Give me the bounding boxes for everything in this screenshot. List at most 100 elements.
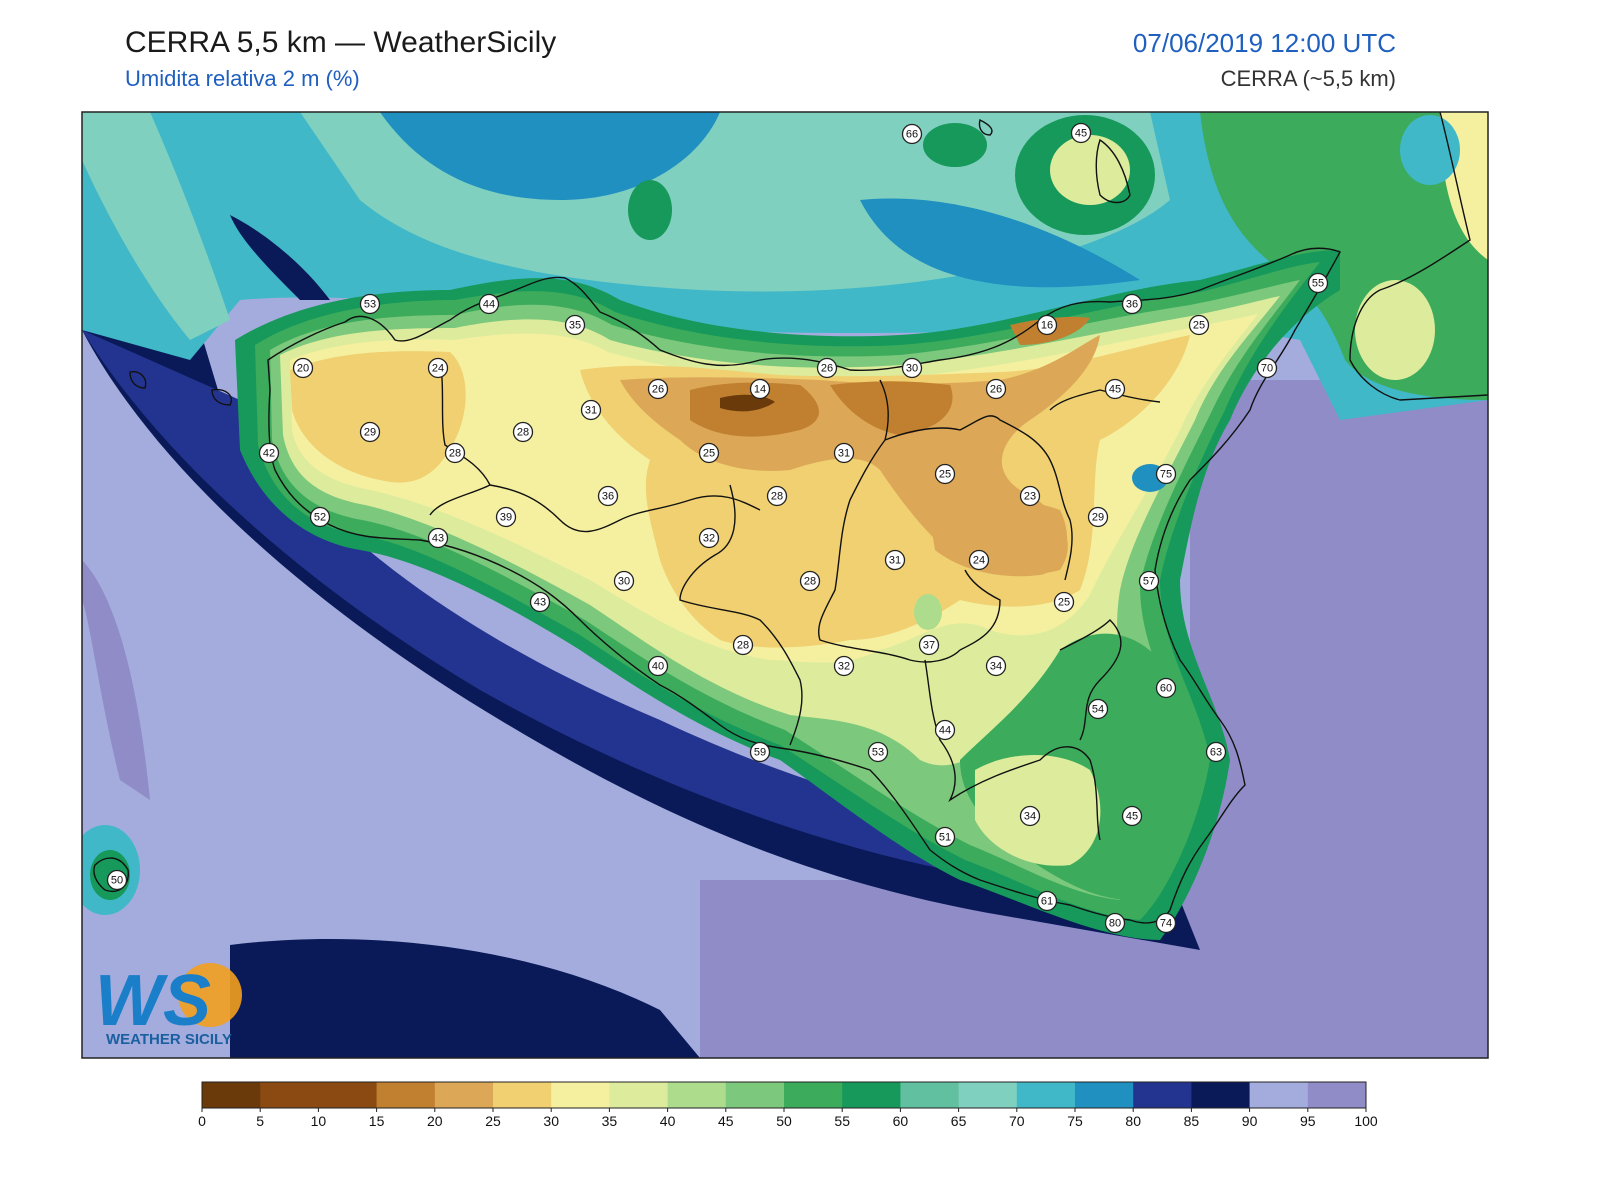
- station-value: 30: [906, 363, 918, 375]
- station-label: 42: [258, 442, 280, 464]
- station-value: 30: [618, 576, 630, 588]
- station-marker: [732, 634, 754, 656]
- station-label: 25: [698, 442, 720, 464]
- station-value: 45: [1075, 128, 1087, 140]
- station-label: 44: [934, 719, 956, 741]
- station-marker: [580, 399, 602, 421]
- station-label: 26: [647, 378, 669, 400]
- station-value: 28: [737, 640, 749, 652]
- colorbar-tick-label: 35: [602, 1113, 618, 1129]
- station-marker: [444, 442, 466, 464]
- station-value: 31: [838, 448, 850, 460]
- station-marker: [1121, 293, 1143, 315]
- station-marker: [833, 442, 855, 464]
- colorbar-swatch: [318, 1082, 378, 1108]
- station-label: 43: [529, 591, 551, 613]
- colorbar-swatch: [493, 1082, 552, 1108]
- station-label: 26: [816, 357, 838, 379]
- station-label: 32: [833, 655, 855, 677]
- station-value: 34: [990, 661, 1002, 673]
- boundary-trapani: [429, 359, 491, 516]
- station-label: 37: [918, 634, 940, 656]
- station-marker: [1155, 463, 1177, 485]
- colorbar-tick-label: 15: [369, 1113, 385, 1129]
- colorbar-swatch: [260, 1082, 319, 1108]
- station-value: 55: [1312, 278, 1324, 290]
- station-marker: [985, 655, 1007, 677]
- station-marker: [1205, 741, 1227, 763]
- colorbar-tick-label: 25: [485, 1113, 501, 1129]
- colorbar-tick-label: 90: [1242, 1113, 1258, 1129]
- colorbar-tick-label: 20: [427, 1113, 443, 1129]
- station-marker: [478, 293, 500, 315]
- colorbar-tick-label: 10: [311, 1113, 327, 1129]
- station-marker: [512, 421, 534, 443]
- station-marker: [1121, 805, 1143, 827]
- station-marker: [564, 314, 586, 336]
- colorbar-swatch: [1307, 1082, 1367, 1108]
- station-marker: [1053, 591, 1075, 613]
- station-marker: [597, 485, 619, 507]
- station-marker: [427, 357, 449, 379]
- station-value: 44: [483, 299, 495, 311]
- station-label: 31: [580, 399, 602, 421]
- colorbar-swatch: [1249, 1082, 1309, 1108]
- boundary-palermo-agrigento: [489, 484, 761, 533]
- station-label: 66: [901, 123, 923, 145]
- station-value: 26: [652, 384, 664, 396]
- map-frame: [81, 111, 1489, 1059]
- station-label: 28: [444, 442, 466, 464]
- logo-mark: WS: [95, 961, 211, 1041]
- station-label: 51: [934, 826, 956, 848]
- colorbar-tick-label: 50: [776, 1113, 792, 1129]
- station-label: 29: [359, 421, 381, 443]
- station-label: 80: [1104, 912, 1126, 934]
- boundary-messina-catania: [884, 415, 1073, 581]
- station-marker: [1104, 378, 1126, 400]
- station-marker: [1036, 890, 1058, 912]
- station-label: 24: [968, 549, 990, 571]
- station-value: 16: [1041, 320, 1053, 332]
- station-label: 28: [766, 485, 788, 507]
- station-value: 28: [804, 576, 816, 588]
- station-marker: [698, 442, 720, 464]
- page-subtitle: Umidita relativa 2 m (%): [125, 66, 360, 91]
- station-marker: [258, 442, 280, 464]
- colorbar-tick-label: 100: [1354, 1113, 1378, 1129]
- station-label: 25: [1053, 591, 1075, 613]
- station-marker: [1019, 485, 1041, 507]
- sea-95-ionian: [1190, 380, 1488, 1000]
- station-value: 28: [771, 491, 783, 503]
- station-marker: [985, 378, 1007, 400]
- station-value: 26: [821, 363, 833, 375]
- model-label: CERRA (~5,5 km): [1220, 66, 1396, 91]
- logo-text: WEATHER SICILY: [106, 1031, 232, 1048]
- station-marker: [749, 378, 771, 400]
- station-marker: [1256, 357, 1278, 379]
- station-label: 25: [934, 463, 956, 485]
- station-value: 60: [1160, 683, 1172, 695]
- station-value: 44: [939, 725, 951, 737]
- station-value: 28: [449, 448, 461, 460]
- station-label: 28: [799, 570, 821, 592]
- station-marker: [647, 378, 669, 400]
- colorbar-tick-label: 65: [951, 1113, 967, 1129]
- colorbar-swatch: [958, 1082, 1018, 1108]
- station-value: 63: [1210, 747, 1222, 759]
- station-marker: [799, 570, 821, 592]
- station-marker: [1087, 698, 1109, 720]
- boundary-enna: [818, 379, 961, 663]
- station-label: 70: [1256, 357, 1278, 379]
- station-marker: [1070, 122, 1092, 144]
- sea-80-north: [380, 112, 720, 200]
- station-value: 24: [973, 555, 985, 567]
- colorbar-tick-label: 30: [543, 1113, 559, 1129]
- colorbar-tick-label: 60: [893, 1113, 909, 1129]
- station-value: 25: [1058, 597, 1070, 609]
- station-value: 29: [1092, 512, 1104, 524]
- station-label: 50: [106, 869, 128, 891]
- sea-95-west: [82, 560, 150, 800]
- station-marker: [1036, 314, 1058, 336]
- station-value: 42: [263, 448, 275, 460]
